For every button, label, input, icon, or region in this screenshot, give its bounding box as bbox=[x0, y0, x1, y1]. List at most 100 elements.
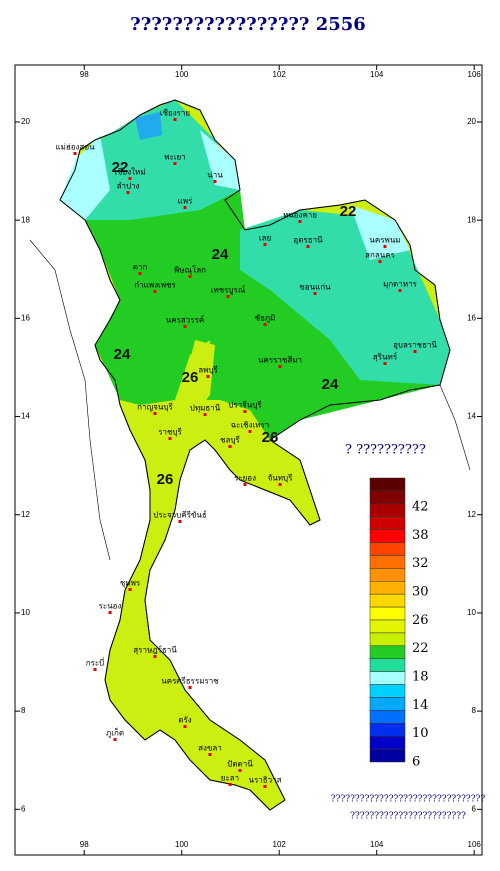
town-dot bbox=[113, 738, 117, 741]
place-name: เชียงราย bbox=[160, 109, 190, 118]
place-name: ภูเก็ต bbox=[106, 728, 124, 739]
legend-label: 6 bbox=[412, 755, 420, 770]
town-dot bbox=[278, 483, 282, 486]
place-name: แม่ฮ่องสอน bbox=[55, 143, 95, 152]
place-name: สกลนคร bbox=[365, 251, 395, 260]
place-name: สุราษฎร์ธานี bbox=[133, 645, 177, 655]
legend-swatch bbox=[369, 697, 406, 711]
place-name: แพร่ bbox=[178, 197, 193, 206]
place-name: ประจวบคีรีขันธ์ bbox=[153, 510, 207, 520]
place-name: ราชบุรี bbox=[158, 428, 182, 437]
place-name: ปัตตานี bbox=[227, 760, 253, 769]
town-dot bbox=[243, 410, 247, 413]
town-dot bbox=[313, 292, 317, 295]
town-dot bbox=[128, 177, 132, 180]
place-name: ปทุมธานี bbox=[190, 404, 221, 413]
town-dot bbox=[248, 430, 252, 433]
legend-swatch bbox=[369, 568, 406, 582]
legend-swatch bbox=[369, 710, 406, 724]
legend-swatch bbox=[369, 490, 406, 505]
legend-swatch bbox=[369, 632, 406, 647]
contour-label: 22 bbox=[112, 159, 129, 176]
contour-label: 24 bbox=[212, 246, 229, 263]
town-dot bbox=[263, 323, 267, 326]
legend-swatch bbox=[369, 645, 406, 659]
legend-swatch bbox=[369, 542, 406, 556]
y-tick-label: 14 bbox=[467, 412, 476, 421]
place-name: นครพนม bbox=[369, 236, 400, 245]
y-tick-label: 18 bbox=[21, 215, 30, 224]
legend-label: 22 bbox=[412, 641, 429, 656]
place-name: กาญจนบุรี bbox=[137, 403, 173, 412]
legend: ? ?????????? 42 38 32 30 26 22 18 14 10 6 bbox=[345, 443, 429, 770]
place-name: ฉะเชิงเทรา bbox=[231, 421, 270, 430]
legend-swatch bbox=[369, 619, 406, 634]
place-name: เพชรบูรณ์ bbox=[211, 285, 246, 296]
zone-cold bbox=[135, 112, 162, 140]
town-dot bbox=[398, 289, 402, 292]
legend-swatch bbox=[369, 529, 406, 543]
place-name: กำแพงเพชร bbox=[134, 281, 176, 290]
y-tick-label: 20 bbox=[21, 117, 30, 126]
legend-label: 14 bbox=[412, 698, 429, 713]
x-tick-label: 98 bbox=[80, 840, 89, 849]
legend-swatch bbox=[369, 581, 406, 595]
town-dot bbox=[188, 686, 192, 689]
town-dot bbox=[178, 520, 182, 523]
place-name: ลพบุรี bbox=[198, 366, 218, 375]
place-name: นครศรีธรรมราช bbox=[161, 677, 219, 686]
note: ???????????????????????? bbox=[350, 812, 466, 822]
town-dot bbox=[73, 152, 77, 155]
y-tick-label: 18 bbox=[467, 215, 476, 224]
place-name: หนองคาย bbox=[283, 211, 317, 220]
border bbox=[59, 99, 451, 811]
contour-label: 26 bbox=[182, 369, 199, 386]
place-name: ระนอง bbox=[99, 602, 122, 611]
y-tick-label: 16 bbox=[21, 313, 30, 322]
legend-label: 30 bbox=[412, 585, 429, 600]
town-dot bbox=[298, 220, 302, 223]
town-dot bbox=[383, 362, 387, 365]
x-tick-label: 104 bbox=[370, 70, 384, 79]
place-name: มุกดาหาร bbox=[383, 280, 418, 289]
legend-label: 18 bbox=[412, 670, 429, 685]
town-dot bbox=[168, 437, 172, 440]
place-name: นราธิวาส bbox=[248, 776, 281, 785]
contour-label: 24 bbox=[114, 346, 131, 363]
place-name: ปราจีนบุรี bbox=[228, 401, 262, 410]
town-dot bbox=[203, 413, 207, 416]
x-tick-label: 104 bbox=[370, 840, 384, 849]
place-name: อุดรธานี bbox=[293, 236, 323, 245]
y-tick-label: 6 bbox=[21, 804, 26, 813]
town-dot bbox=[206, 375, 210, 378]
town-dot bbox=[173, 162, 177, 165]
town-dot bbox=[238, 769, 242, 772]
place-name: ลำปาง bbox=[117, 182, 140, 191]
place-name: ยะลา bbox=[221, 774, 239, 783]
place-name: ชลบุรี bbox=[220, 436, 240, 445]
town-dot bbox=[153, 290, 157, 293]
place-name: ระยอง bbox=[234, 474, 256, 483]
coastline bbox=[439, 384, 471, 471]
y-tick-label: 10 bbox=[21, 608, 30, 617]
x-tick-label: 102 bbox=[273, 70, 287, 79]
place-name: จันทบุรี bbox=[268, 474, 294, 483]
place-name: อุบลราชธานี bbox=[393, 341, 437, 350]
town-dot bbox=[183, 206, 187, 209]
place-name: กระบี่ bbox=[86, 657, 105, 668]
legend-swatch bbox=[369, 477, 406, 492]
legend-swatch bbox=[369, 658, 406, 672]
x-tick-label: 102 bbox=[273, 840, 287, 849]
zone-cool bbox=[60, 135, 110, 220]
place-name: พิษณุโลก bbox=[174, 265, 206, 275]
town-dot bbox=[263, 785, 267, 788]
place-name: เลย bbox=[259, 234, 271, 243]
y-tick-label: 8 bbox=[21, 706, 26, 715]
town-dot bbox=[306, 245, 310, 248]
zone-26 bbox=[180, 340, 215, 420]
zone-cool bbox=[200, 130, 240, 190]
y-tick-label: 16 bbox=[467, 313, 476, 322]
note: ???????????????????????????????? bbox=[331, 795, 486, 805]
town-dot bbox=[228, 445, 232, 448]
